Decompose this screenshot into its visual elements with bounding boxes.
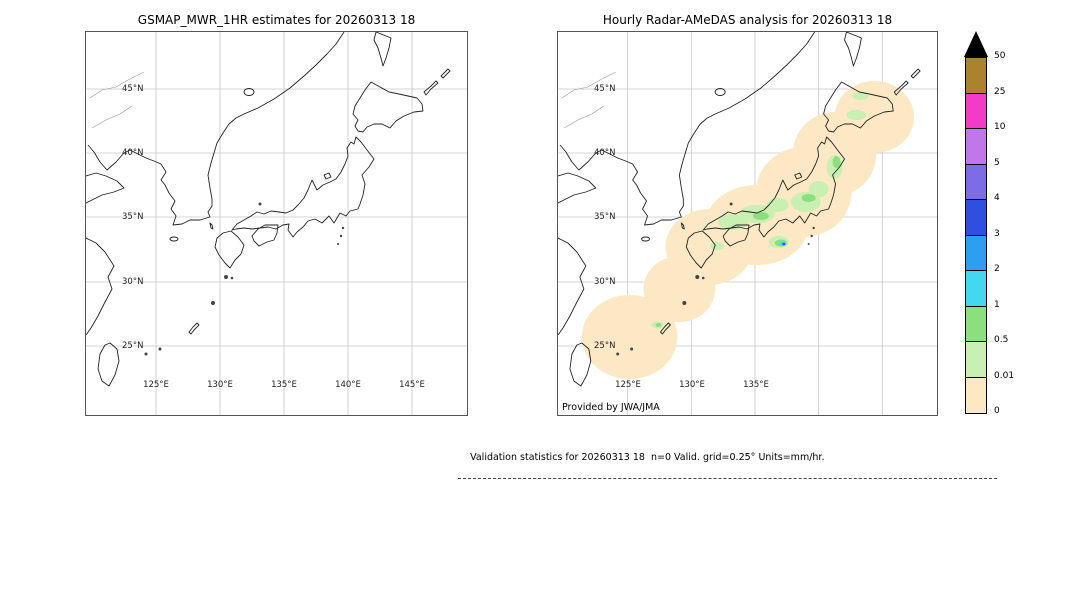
lon-label: 130°E: [207, 380, 233, 390]
lat-label: 25°N: [594, 341, 616, 351]
colorbar-segment: [966, 235, 986, 271]
colorbar-label: 0: [994, 406, 1000, 416]
colorbar-label: 5: [994, 158, 1000, 168]
lat-label: 40°N: [122, 148, 144, 158]
colorbar-label: 4: [994, 193, 1000, 203]
colorbar-label: 1: [994, 300, 1000, 310]
colorbar-segment: [966, 200, 986, 236]
validation-caption: Validation statistics for 20260313 18 n=…: [458, 441, 997, 479]
gsmap-map-panel: 45°N 40°N 35°N 30°N 25°N 125°E 130°E 135…: [85, 31, 468, 416]
right-panel-title: Hourly Radar-AMeDAS analysis for 2026031…: [602, 13, 893, 27]
lat-label: 35°N: [122, 212, 144, 222]
lat-label: 45°N: [122, 84, 144, 94]
colorbar-label: 25: [994, 87, 1006, 97]
lat-label: 35°N: [594, 212, 616, 222]
colorbar-segment: [966, 93, 986, 129]
lat-label: 30°N: [594, 277, 616, 287]
lat-label: 30°N: [122, 277, 144, 287]
data-credit: Provided by JWA/JMA: [562, 402, 660, 413]
left-panel-title: GSMAP_MWR_1HR estimates for 20260313 18: [137, 13, 416, 27]
colorbar-label: 10: [994, 122, 1006, 132]
lon-label: 140°E: [335, 380, 361, 390]
colorbar-segment: [966, 306, 986, 342]
colorbar-segment: [966, 377, 986, 413]
radar-amedas-map-svg: [558, 32, 937, 415]
radar-amedas-map-panel: 45°N 40°N 35°N 30°N 25°N 125°E 130°E 135…: [557, 31, 938, 416]
colorbar-bar: [965, 57, 987, 414]
colorbar-label: 50: [994, 51, 1006, 61]
colorbar-label: 0.5: [994, 335, 1009, 345]
colorbar-label: 2: [994, 264, 1000, 274]
colorbar-segment: [966, 271, 986, 307]
precip-colorbar: 50 25 10 5 4 3 2 1 0.5 0.01 0: [964, 31, 1034, 426]
colorbar-segment: [966, 58, 986, 94]
colorbar-segment: [966, 129, 986, 165]
lon-label: 125°E: [615, 380, 641, 390]
lon-label: 135°E: [743, 380, 769, 390]
lat-label: 40°N: [594, 148, 616, 158]
lat-label: 45°N: [594, 84, 616, 94]
colorbar-segment: [966, 342, 986, 378]
validation-caption-text: Validation statistics for 20260313 18 n=…: [470, 452, 825, 463]
lon-label: 125°E: [143, 380, 169, 390]
lon-label: 145°E: [399, 380, 425, 390]
colorbar-segment: [966, 164, 986, 200]
colorbar-overflow-triangle-icon: [964, 31, 988, 57]
colorbar-label: 0.01: [994, 371, 1015, 381]
lat-label: 25°N: [122, 341, 144, 351]
lon-label: 135°E: [271, 380, 297, 390]
lon-label: 130°E: [679, 380, 705, 390]
colorbar-label: 3: [994, 229, 1000, 239]
